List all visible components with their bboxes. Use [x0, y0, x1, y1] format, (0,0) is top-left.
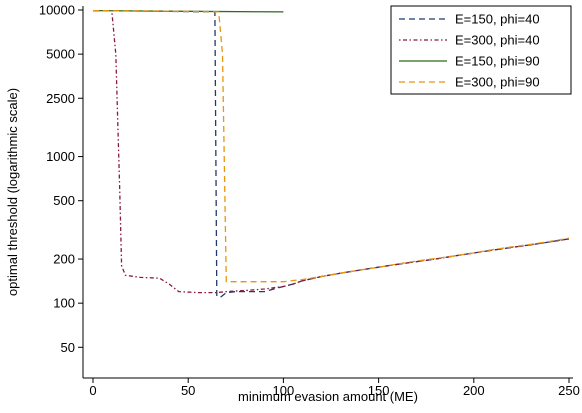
y-tick-label: 50 [61, 340, 75, 355]
x-tick-label: 150 [368, 383, 390, 398]
y-ticks: 50 100 200 500 1000 2500 5000 10000 [39, 3, 83, 355]
x-tick-label: 100 [273, 383, 295, 398]
y-tick-label: 200 [53, 252, 75, 267]
x-tick-label: 250 [558, 383, 580, 398]
series-line-4 [92, 9, 570, 283]
x-ticks: 0 50 100 150 200 250 [89, 378, 580, 398]
y-tick-label: 500 [53, 193, 75, 208]
legend-label: E=300, phi=40 [455, 33, 540, 48]
y-tick-label: 1000 [46, 149, 75, 164]
legend-label: E=150, phi=40 [455, 12, 540, 27]
series-layer [92, 9, 570, 298]
legend-label: E=300, phi=90 [455, 75, 540, 90]
legend-box [390, 5, 572, 95]
series-line-2 [111, 13, 570, 294]
legend-label: E=150, phi=90 [455, 54, 540, 69]
axes-layer [82, 6, 573, 379]
y-tick-label: 10000 [39, 3, 75, 18]
y-tick-label: 2500 [46, 91, 75, 106]
x-tick-label: 50 [181, 383, 195, 398]
x-tick-label: 0 [89, 383, 96, 398]
legend: E=150, phi=40 E=300, phi=40 E=150, phi=90 E… [390, 5, 572, 95]
x-axis-label: minimum evasion amount (ME) [238, 389, 418, 404]
y-axis-label: optimal threshold (logarithmic scale) [5, 88, 20, 296]
x-tick-label: 200 [463, 383, 485, 398]
y-tick-label: 100 [53, 296, 75, 311]
y-tick-label: 5000 [46, 47, 75, 62]
